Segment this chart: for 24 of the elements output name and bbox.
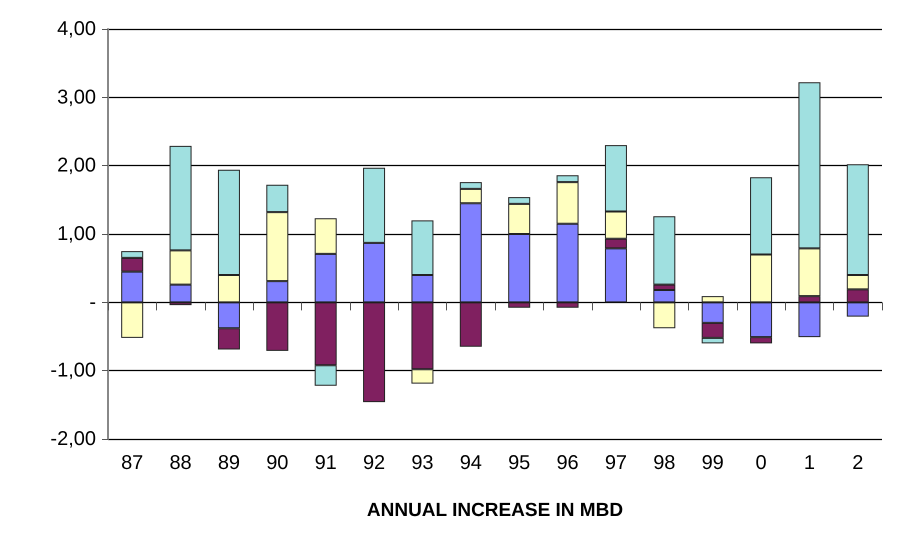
x-tick-label: 91 <box>314 452 337 474</box>
x-tick-label: 99 <box>702 452 724 474</box>
x-tick-label: 1 <box>804 452 815 474</box>
x-tick-label: 0 <box>756 452 767 474</box>
y-tick-label: 1,00 <box>57 223 96 245</box>
x-tick-label: 88 <box>169 452 192 474</box>
x-tick-label: 89 <box>218 452 240 474</box>
x-tick-label: 93 <box>411 452 434 474</box>
y-tick-label: -2,00 <box>50 428 96 450</box>
x-tick-label: 94 <box>460 452 482 474</box>
x-tick-label: 87 <box>121 452 144 474</box>
x-tick-label: 95 <box>508 452 530 474</box>
x-tick-label: 98 <box>653 452 676 474</box>
x-axis-title: ANNUAL INCREASE IN MBD <box>366 500 624 521</box>
y-tick-label: -1,00 <box>50 360 96 382</box>
x-tick-label: 92 <box>362 452 386 474</box>
x-tick-label: 90 <box>266 452 288 474</box>
y-tick-label: 4,00 <box>57 18 96 40</box>
y-tick-label: 3,00 <box>57 86 96 108</box>
y-tick-label: 2,00 <box>57 154 96 177</box>
x-tick-label: 96 <box>556 452 579 474</box>
y-tick-label: - <box>89 291 96 314</box>
x-tick-label: 97 <box>604 452 628 474</box>
x-tick-label: 2 <box>852 452 864 474</box>
